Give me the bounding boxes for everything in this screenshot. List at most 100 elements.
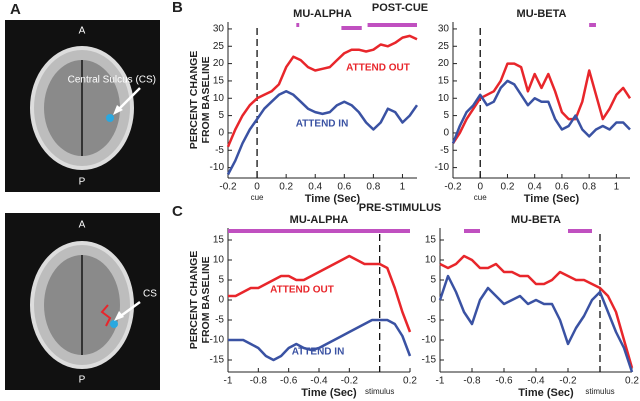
x-tick-label: 0.4 [528,182,542,193]
y-tick-label: -5 [215,315,224,326]
y-tick-label: 10 [213,93,225,104]
x-tick-label: -0.4 [527,376,545,387]
series-line [439,254,634,369]
x-tick-label: 0.6 [555,182,569,193]
panel-label: C [172,203,183,220]
y-tick-label: -10 [435,162,450,173]
y-tick-label: -5 [427,315,436,326]
x-tick-label: 0.8 [366,182,380,193]
x-tick-label: -0.2 [444,182,462,193]
y-tick-label: 25 [438,41,450,52]
chart-title: MU-BETA [517,8,567,20]
panel-label: B [172,0,183,16]
x-tick-label: -0.4 [310,376,328,387]
chart-title: MU-ALPHA [290,214,349,226]
orientation-label: P [79,375,86,386]
y-tick-label: 30 [213,24,225,35]
y-axis-label: PERCENT CHANGE [188,251,200,350]
x-tick-label: 1 [400,182,406,193]
arrow-head [114,311,124,321]
x-tick-label: 0.2 [625,376,639,387]
annotation: Central Sulcus (CS) [68,75,156,86]
x-tick-label: 1 [614,182,620,193]
y-tick-label: 20 [213,58,225,69]
series-line [226,34,418,148]
chart: MU-BETA -15 -10 -5 0 5 10 15 -1 -0.8 -0.6 -0.4 -0.2 0… [422,214,640,399]
y-tick-label: 0 [218,128,224,139]
series-label: ATTEND OUT [270,285,334,296]
electrode [110,320,118,328]
x-tick-label: 0.2 [403,376,417,387]
y-tick-label: 25 [213,41,225,52]
y-tick-label: 20 [438,58,450,69]
x-tick-label: 0.2 [279,182,293,193]
x-tick-label: -0.6 [280,376,298,387]
series-line [438,274,634,373]
x-axis-label: Time (Sec) [301,387,357,399]
orientation-label: A [79,220,86,231]
y-axis-label: PERCENT CHANGE [188,51,200,150]
x-tick-label: 0.6 [337,182,351,193]
series-label: ATTEND IN [296,119,349,130]
series-line [226,90,419,176]
y-tick-label: -5 [440,145,449,156]
orientation-label: A [79,26,86,37]
x-tick-label: 0 [254,182,260,193]
y-tick-label: 5 [430,275,436,286]
x-tick-label: -0.6 [495,376,513,387]
y-tick-label: 0 [430,295,436,306]
y-tick-label: 10 [438,93,450,104]
arrow-head [113,105,123,115]
series-line [451,62,632,144]
y-tick-label: -15 [210,355,225,366]
mri-image: A P Central Sulcus (CS) [5,20,160,192]
electrode [106,114,114,122]
y-axis-label: FROM BASELINE [200,257,212,344]
y-tick-label: -10 [210,335,225,346]
chart-title: MU-BETA [511,214,561,226]
y-tick-label: 15 [438,76,450,87]
x-tick-label: -0.2 [559,376,577,387]
series-line [451,79,631,144]
series-line [228,254,412,333]
annotation: CS [143,289,157,300]
x-axis-label: Time (Sec) [524,193,580,205]
chart: MU-ALPHA -15 -10 -5 0 5 10 15 -1 -0.8 -0.6 -0.4 -0.2… [188,214,418,399]
y-tick-label: 0 [218,295,224,306]
sulcus-trace [100,304,112,327]
y-tick-label: 0 [443,128,449,139]
x-tick-label: -1 [224,376,233,387]
y-tick-label: -10 [422,335,437,346]
marker-label: stimulus [585,387,614,396]
section-title: PRE-STIMULUS [359,202,442,214]
y-tick-label: -10 [210,162,225,173]
x-tick-label: 0 [477,182,483,193]
x-tick-label: 0.4 [308,182,322,193]
y-tick-label: -5 [215,145,224,156]
x-axis-label: Time (Sec) [305,193,361,205]
y-tick-label: -15 [422,355,437,366]
marker-label: cue [251,193,264,202]
x-tick-label: -0.8 [250,376,268,387]
chart: MU-ALPHA -10 -5 0 5 10 15 20 25 30 -0.2 0 0.2 0.4 0.6 0… [188,8,419,205]
orientation-label: P [79,177,86,188]
marker-label: stimulus [365,387,394,396]
y-tick-label: 5 [218,110,224,121]
x-tick-label: -0.2 [341,376,359,387]
series-label: ATTEND OUT [346,63,410,74]
marker-label: cue [474,193,487,202]
chart-title: MU-ALPHA [293,8,352,20]
x-tick-label: 0.2 [501,182,515,193]
panel-label: A [10,1,21,18]
x-tick-label: -0.2 [219,182,237,193]
y-tick-label: 15 [425,235,437,246]
mri-image: A P CS [5,213,160,390]
y-tick-label: 10 [213,255,225,266]
x-tick-label: 0.8 [582,182,596,193]
x-axis-label: Time (Sec) [518,387,574,399]
y-tick-label: 5 [218,275,224,286]
y-tick-label: 30 [438,24,450,35]
x-tick-label: -1 [436,376,445,387]
x-tick-label: -0.8 [463,376,481,387]
